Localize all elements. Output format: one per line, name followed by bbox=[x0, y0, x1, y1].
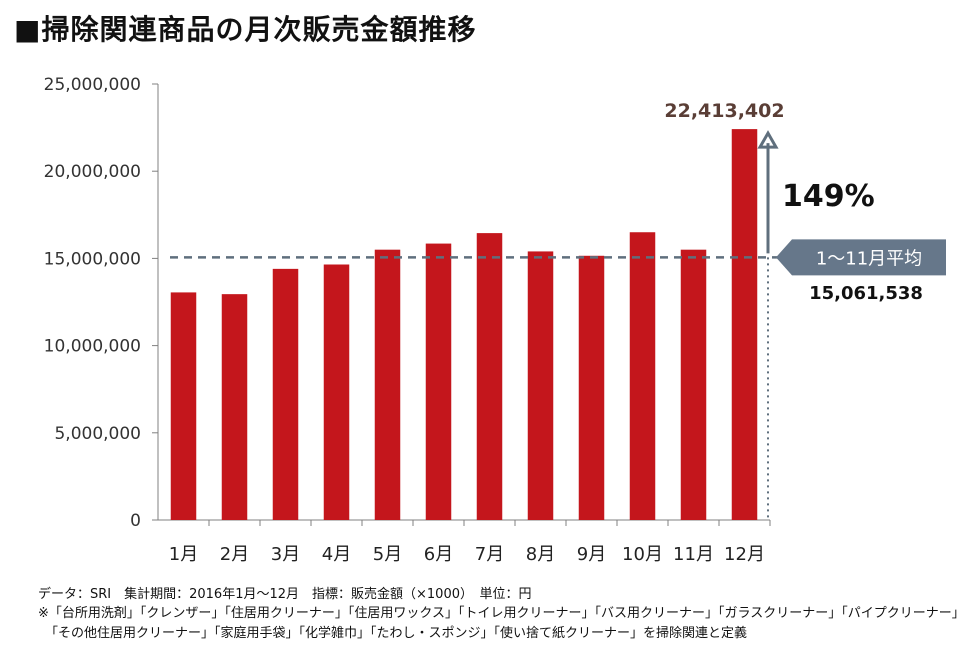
x-tick-label: 7月 bbox=[475, 544, 504, 565]
x-tick-label: 2月 bbox=[220, 544, 249, 565]
y-tick-label: 15,000,000 bbox=[44, 249, 141, 269]
bar-11月 bbox=[680, 249, 707, 520]
bar-7月 bbox=[476, 233, 503, 520]
bar-6月 bbox=[425, 243, 452, 521]
x-tick-label: 9月 bbox=[577, 544, 606, 565]
y-tick-label: 5,000,000 bbox=[54, 424, 141, 444]
y-tick-label: 20,000,000 bbox=[44, 162, 141, 182]
bar-4月 bbox=[323, 264, 350, 520]
chart-title: ■掃除関連商品の月次販売金額推移 bbox=[14, 13, 477, 46]
footnote-source: データ：SRI 集計期間：2016年1月～12月 指標：販売金額（×1000） … bbox=[38, 587, 532, 602]
y-tick-label: 0 bbox=[130, 511, 141, 531]
x-tick-label: 8月 bbox=[526, 544, 555, 565]
x-tick-label: 6月 bbox=[424, 544, 453, 565]
y-tick-label: 25,000,000 bbox=[44, 75, 141, 95]
bar-3月 bbox=[272, 268, 299, 520]
x-tick-label: 3月 bbox=[271, 544, 300, 565]
bar-10月 bbox=[629, 232, 656, 521]
average-value-label: 15,061,538 bbox=[809, 283, 923, 304]
x-tick-label: 10月 bbox=[622, 544, 663, 565]
x-tick-label: 12月 bbox=[724, 544, 765, 565]
bar-8月 bbox=[527, 251, 554, 520]
bar-9月 bbox=[578, 255, 605, 520]
axes bbox=[152, 83, 771, 526]
footnote-definition-cont: 「その他住居用クリーナー」「家庭用手袋」「化学雑巾」「たわし・スポンジ」「使い捨… bbox=[45, 626, 748, 641]
ratio-label: 149% bbox=[782, 179, 875, 214]
x-tick-label: 11月 bbox=[673, 544, 714, 565]
x-tick-label: 5月 bbox=[373, 544, 402, 565]
y-tick-label: 10,000,000 bbox=[44, 337, 141, 357]
bar-12月 bbox=[731, 129, 758, 520]
x-tick-label: 4月 bbox=[322, 544, 351, 565]
labels: 0 5,000,000 10,000,000 15,000,000 20,000,000… bbox=[44, 75, 765, 565]
footnote-definition: ※「台所用洗剤」「クレンザー」「住居用クリーナー」「住居用ワックス」「トイレ用ク… bbox=[38, 606, 960, 621]
average-label-box bbox=[776, 239, 946, 276]
bar-2月 bbox=[221, 294, 248, 520]
x-tick-label: 1月 bbox=[169, 544, 198, 565]
bar-5月 bbox=[374, 249, 401, 520]
annotations: 22,413,402 149% 1～11月平均 15,061,538 bbox=[170, 100, 946, 520]
growth-arrow-head bbox=[757, 130, 779, 149]
bars bbox=[170, 129, 758, 521]
max-value-label: 22,413,402 bbox=[664, 100, 784, 122]
average-label: 1～11月平均 bbox=[816, 248, 922, 269]
bar-1月 bbox=[170, 292, 197, 520]
